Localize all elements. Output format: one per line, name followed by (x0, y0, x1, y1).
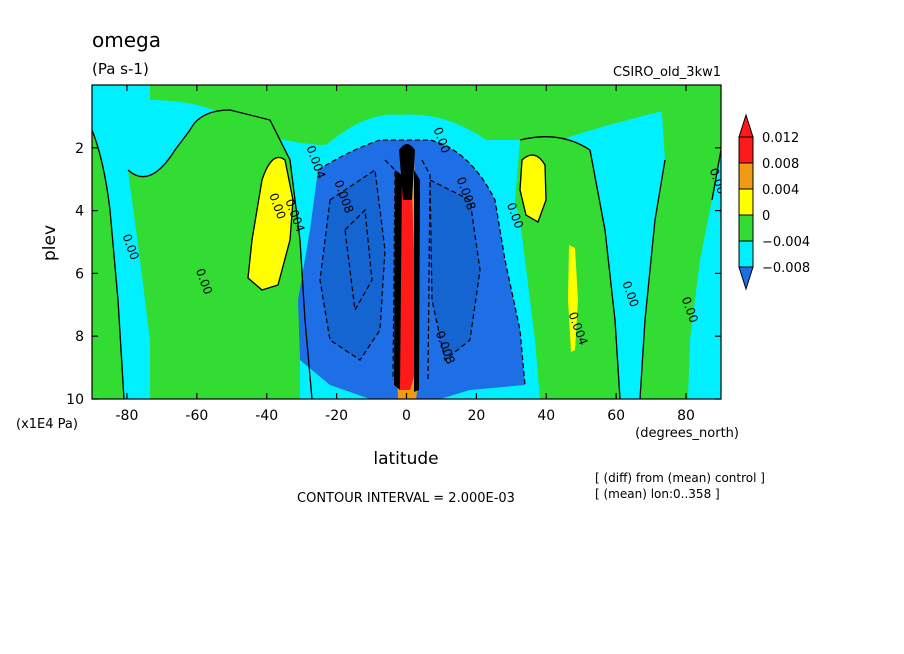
chart-units: (Pa s-1) (92, 60, 149, 78)
y-tick-label: 4 (75, 204, 84, 220)
y-axis: 2 4 6 8 10 (66, 141, 721, 408)
dataset-label: CSIRO_old_3kw1 (613, 65, 721, 80)
x-tick-label: -20 (325, 408, 348, 424)
deep-blue-north (430, 180, 480, 360)
yellow-north-thin (568, 245, 578, 352)
colorbar-cell (738, 162, 754, 190)
x-tick-label: 40 (537, 408, 555, 424)
y-tick-label: 8 (75, 329, 84, 345)
colorbar-cell (738, 136, 754, 164)
x-tick-label: 80 (677, 408, 695, 424)
note-mean: [ (mean) lon:0..358 ] (595, 487, 720, 501)
red-column (398, 157, 416, 390)
colorbar-cell (738, 214, 754, 242)
green-band-south-edge (92, 85, 124, 399)
contour-field: 0.000.0080.0040.0080.0040.000.000.000.00… (92, 85, 721, 399)
x-tick-label: -80 (116, 408, 139, 424)
colorbar-arrow-top (738, 113, 754, 138)
colorbar-cell (738, 240, 754, 268)
y-axis-units: (x1E4 Pa) (16, 417, 78, 432)
dashed-contours (317, 139, 526, 386)
x-tick-label: -40 (255, 408, 278, 424)
yellow-south (248, 157, 293, 290)
x-axis: -80 -60 -40 -20 0 20 40 60 80 (116, 85, 695, 424)
deep-blue-south (320, 170, 385, 360)
contour-lines (92, 109, 721, 399)
y-tick-label: 10 (66, 392, 84, 408)
green-band-north-pole (640, 85, 721, 399)
colorbar-arrow-bottom (738, 266, 754, 291)
colorbar-label: −0.008 (762, 261, 810, 276)
y-tick-label: 2 (75, 141, 84, 157)
x-tick-label: 60 (607, 408, 625, 424)
x-axis-units: (degrees_north) (635, 426, 739, 441)
y-tick-label: 6 (75, 266, 84, 282)
colorbar-label: −0.004 (762, 235, 810, 250)
yellow-north (520, 155, 546, 222)
contour-interval-label: CONTOUR INTERVAL = 2.000E-03 (297, 491, 515, 506)
chart-title: omega (92, 28, 161, 52)
x-tick-label: -60 (185, 408, 208, 424)
colorbar: 0.012 0.008 0.004 0 −0.004 −0.008 (738, 113, 810, 291)
x-axis-title: latitude (373, 449, 438, 469)
x-tick-label: 0 (402, 408, 411, 424)
green-band-lower-south (150, 330, 300, 399)
x-tick-label: 20 (467, 408, 485, 424)
y-axis-title: plev (40, 225, 60, 261)
colorbar-label: 0 (762, 209, 770, 224)
black-contour-stack (394, 144, 420, 392)
colorbar-cell (738, 188, 754, 216)
colorbar-label: 0.008 (762, 157, 799, 172)
colorbar-label: 0.004 (762, 183, 799, 198)
note-diff: [ (diff) from (mean) control ] (595, 471, 765, 485)
colorbar-label: 0.012 (762, 131, 799, 146)
